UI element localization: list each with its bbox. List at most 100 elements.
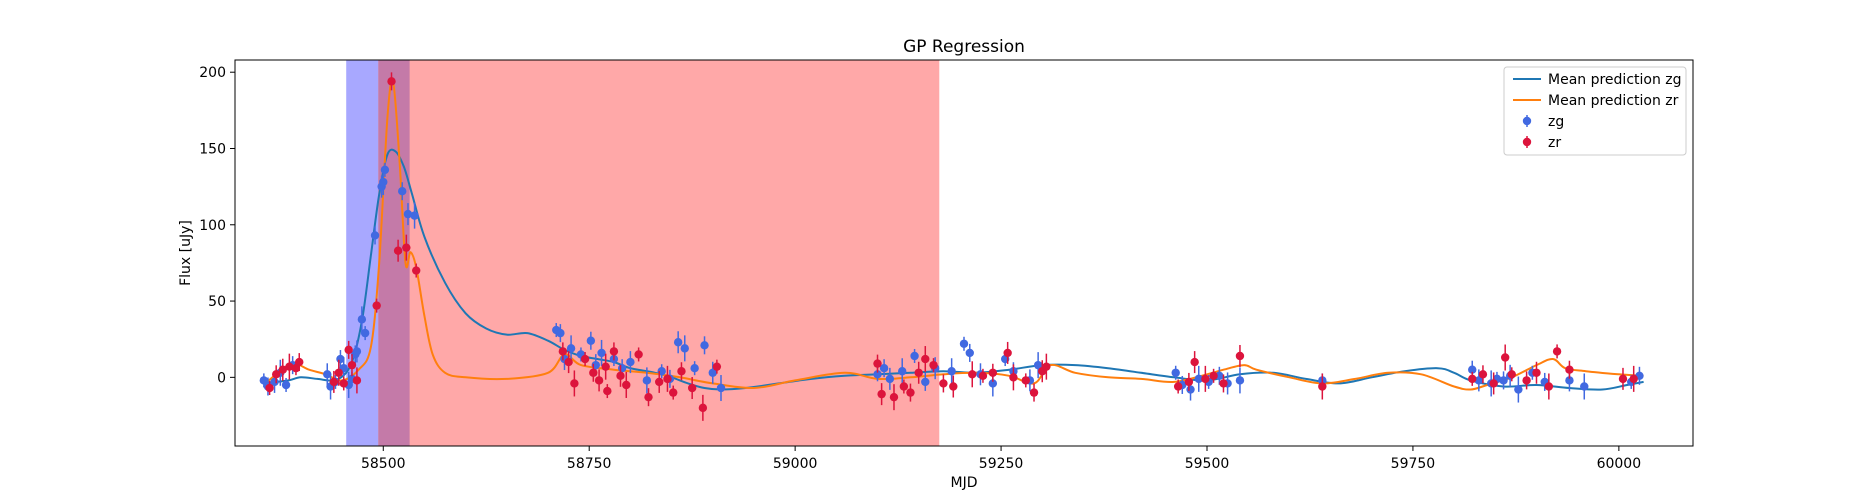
data-point-zr	[899, 379, 909, 394]
legend-entry-mean-prediction-zr: Mean prediction zr	[1513, 93, 1679, 109]
point-marker	[295, 357, 304, 367]
data-point-zr	[889, 384, 899, 411]
point-marker	[1215, 371, 1224, 381]
data-point-zr	[372, 298, 381, 313]
data-point-zr	[677, 362, 686, 381]
point-marker	[1173, 382, 1183, 391]
point-marker	[1478, 370, 1488, 379]
point-marker	[634, 350, 643, 359]
data-point-zr	[265, 381, 274, 396]
point-marker	[352, 347, 362, 356]
point-marker	[965, 348, 974, 358]
data-point-zr	[644, 388, 653, 407]
point-marker	[357, 315, 367, 324]
data-point-zr	[663, 365, 672, 392]
data-point-zr	[949, 375, 958, 398]
point-marker	[1468, 365, 1477, 374]
data-point-zg	[323, 363, 332, 386]
data-point-zr	[1021, 373, 1030, 388]
point-marker	[271, 370, 281, 379]
point-marker	[1565, 365, 1574, 374]
data-point-zr	[594, 369, 604, 392]
point-marker	[344, 345, 353, 355]
legend-entry-zr: zr	[1522, 135, 1561, 151]
data-point-zg	[1474, 369, 1484, 392]
data-point-zr	[1552, 344, 1562, 359]
x-tick-label: 59000	[773, 456, 818, 472]
point-marker	[1618, 374, 1628, 384]
legend-box	[1503, 66, 1687, 156]
point-marker	[398, 187, 407, 196]
point-marker	[339, 379, 348, 388]
legend: Mean prediction zg Mean prediction zr zg zr	[1503, 66, 1687, 156]
legend-label: zg	[1548, 114, 1564, 130]
point-marker	[1507, 370, 1516, 379]
point-marker	[1003, 348, 1012, 358]
point-marker	[669, 388, 678, 397]
data-point-zr	[687, 377, 697, 400]
data-point-zg	[360, 326, 370, 341]
point-marker	[873, 370, 882, 379]
data-point-zg	[716, 375, 726, 402]
point-marker	[914, 368, 923, 377]
point-marker	[285, 362, 294, 371]
data-point-zg	[1514, 376, 1523, 403]
point-marker	[586, 336, 596, 345]
data-point-zg	[410, 202, 419, 229]
point-marker	[1219, 379, 1228, 388]
point-marker	[1033, 360, 1043, 370]
data-point-zr	[873, 354, 882, 373]
data-point-zr	[1500, 344, 1510, 371]
data-point-zr	[1235, 344, 1245, 367]
point-marker	[329, 377, 339, 387]
point-marker	[1186, 385, 1195, 394]
point-marker	[988, 379, 998, 388]
point-marker	[988, 368, 998, 377]
data-point-zr	[412, 263, 421, 278]
data-point-zr	[1209, 368, 1218, 383]
point-marker	[387, 77, 396, 86]
point-marker	[379, 177, 388, 187]
point-marker	[968, 370, 977, 379]
data-point-zr	[1190, 351, 1199, 374]
data-point-zr	[603, 384, 612, 399]
point-marker	[597, 348, 606, 358]
point-marker	[1544, 382, 1554, 391]
point-marker	[1522, 376, 1531, 385]
data-point-zr	[616, 364, 625, 387]
point-marker	[1194, 374, 1203, 384]
point-marker	[403, 209, 413, 219]
point-marker	[978, 371, 988, 381]
point-marker	[1171, 368, 1180, 377]
data-point-zr	[1565, 360, 1574, 379]
data-point-zg	[352, 340, 362, 363]
point-marker	[687, 383, 697, 393]
point-marker	[708, 368, 717, 377]
y-axis-label: Flux [uJy]	[178, 220, 194, 286]
point-marker	[690, 363, 699, 373]
y-tick-label: 150	[199, 141, 226, 157]
x-tick-label: 60000	[1597, 456, 1642, 472]
point-marker	[570, 379, 579, 388]
x-tick-label: 58750	[567, 456, 612, 472]
legend-label: Mean prediction zg	[1548, 72, 1682, 88]
point-marker	[885, 374, 895, 384]
point-marker	[677, 367, 686, 376]
data-point-zr	[1184, 372, 1194, 391]
data-point-zg	[959, 336, 969, 351]
point-marker	[564, 357, 573, 367]
data-point-zg	[921, 372, 930, 391]
data-point-zr	[1522, 371, 1531, 390]
data-point-zg	[586, 331, 596, 350]
data-point-zr	[564, 351, 573, 374]
point-marker	[1532, 368, 1541, 377]
data-point-zr	[906, 383, 915, 402]
data-point-zr	[1173, 379, 1183, 394]
data-point-zr	[877, 383, 886, 406]
data-point-zr	[278, 358, 287, 381]
point-marker	[558, 347, 568, 356]
observation-points	[259, 72, 1644, 421]
point-marker	[898, 367, 907, 376]
point-marker	[889, 392, 899, 402]
data-point-zg	[965, 343, 974, 362]
